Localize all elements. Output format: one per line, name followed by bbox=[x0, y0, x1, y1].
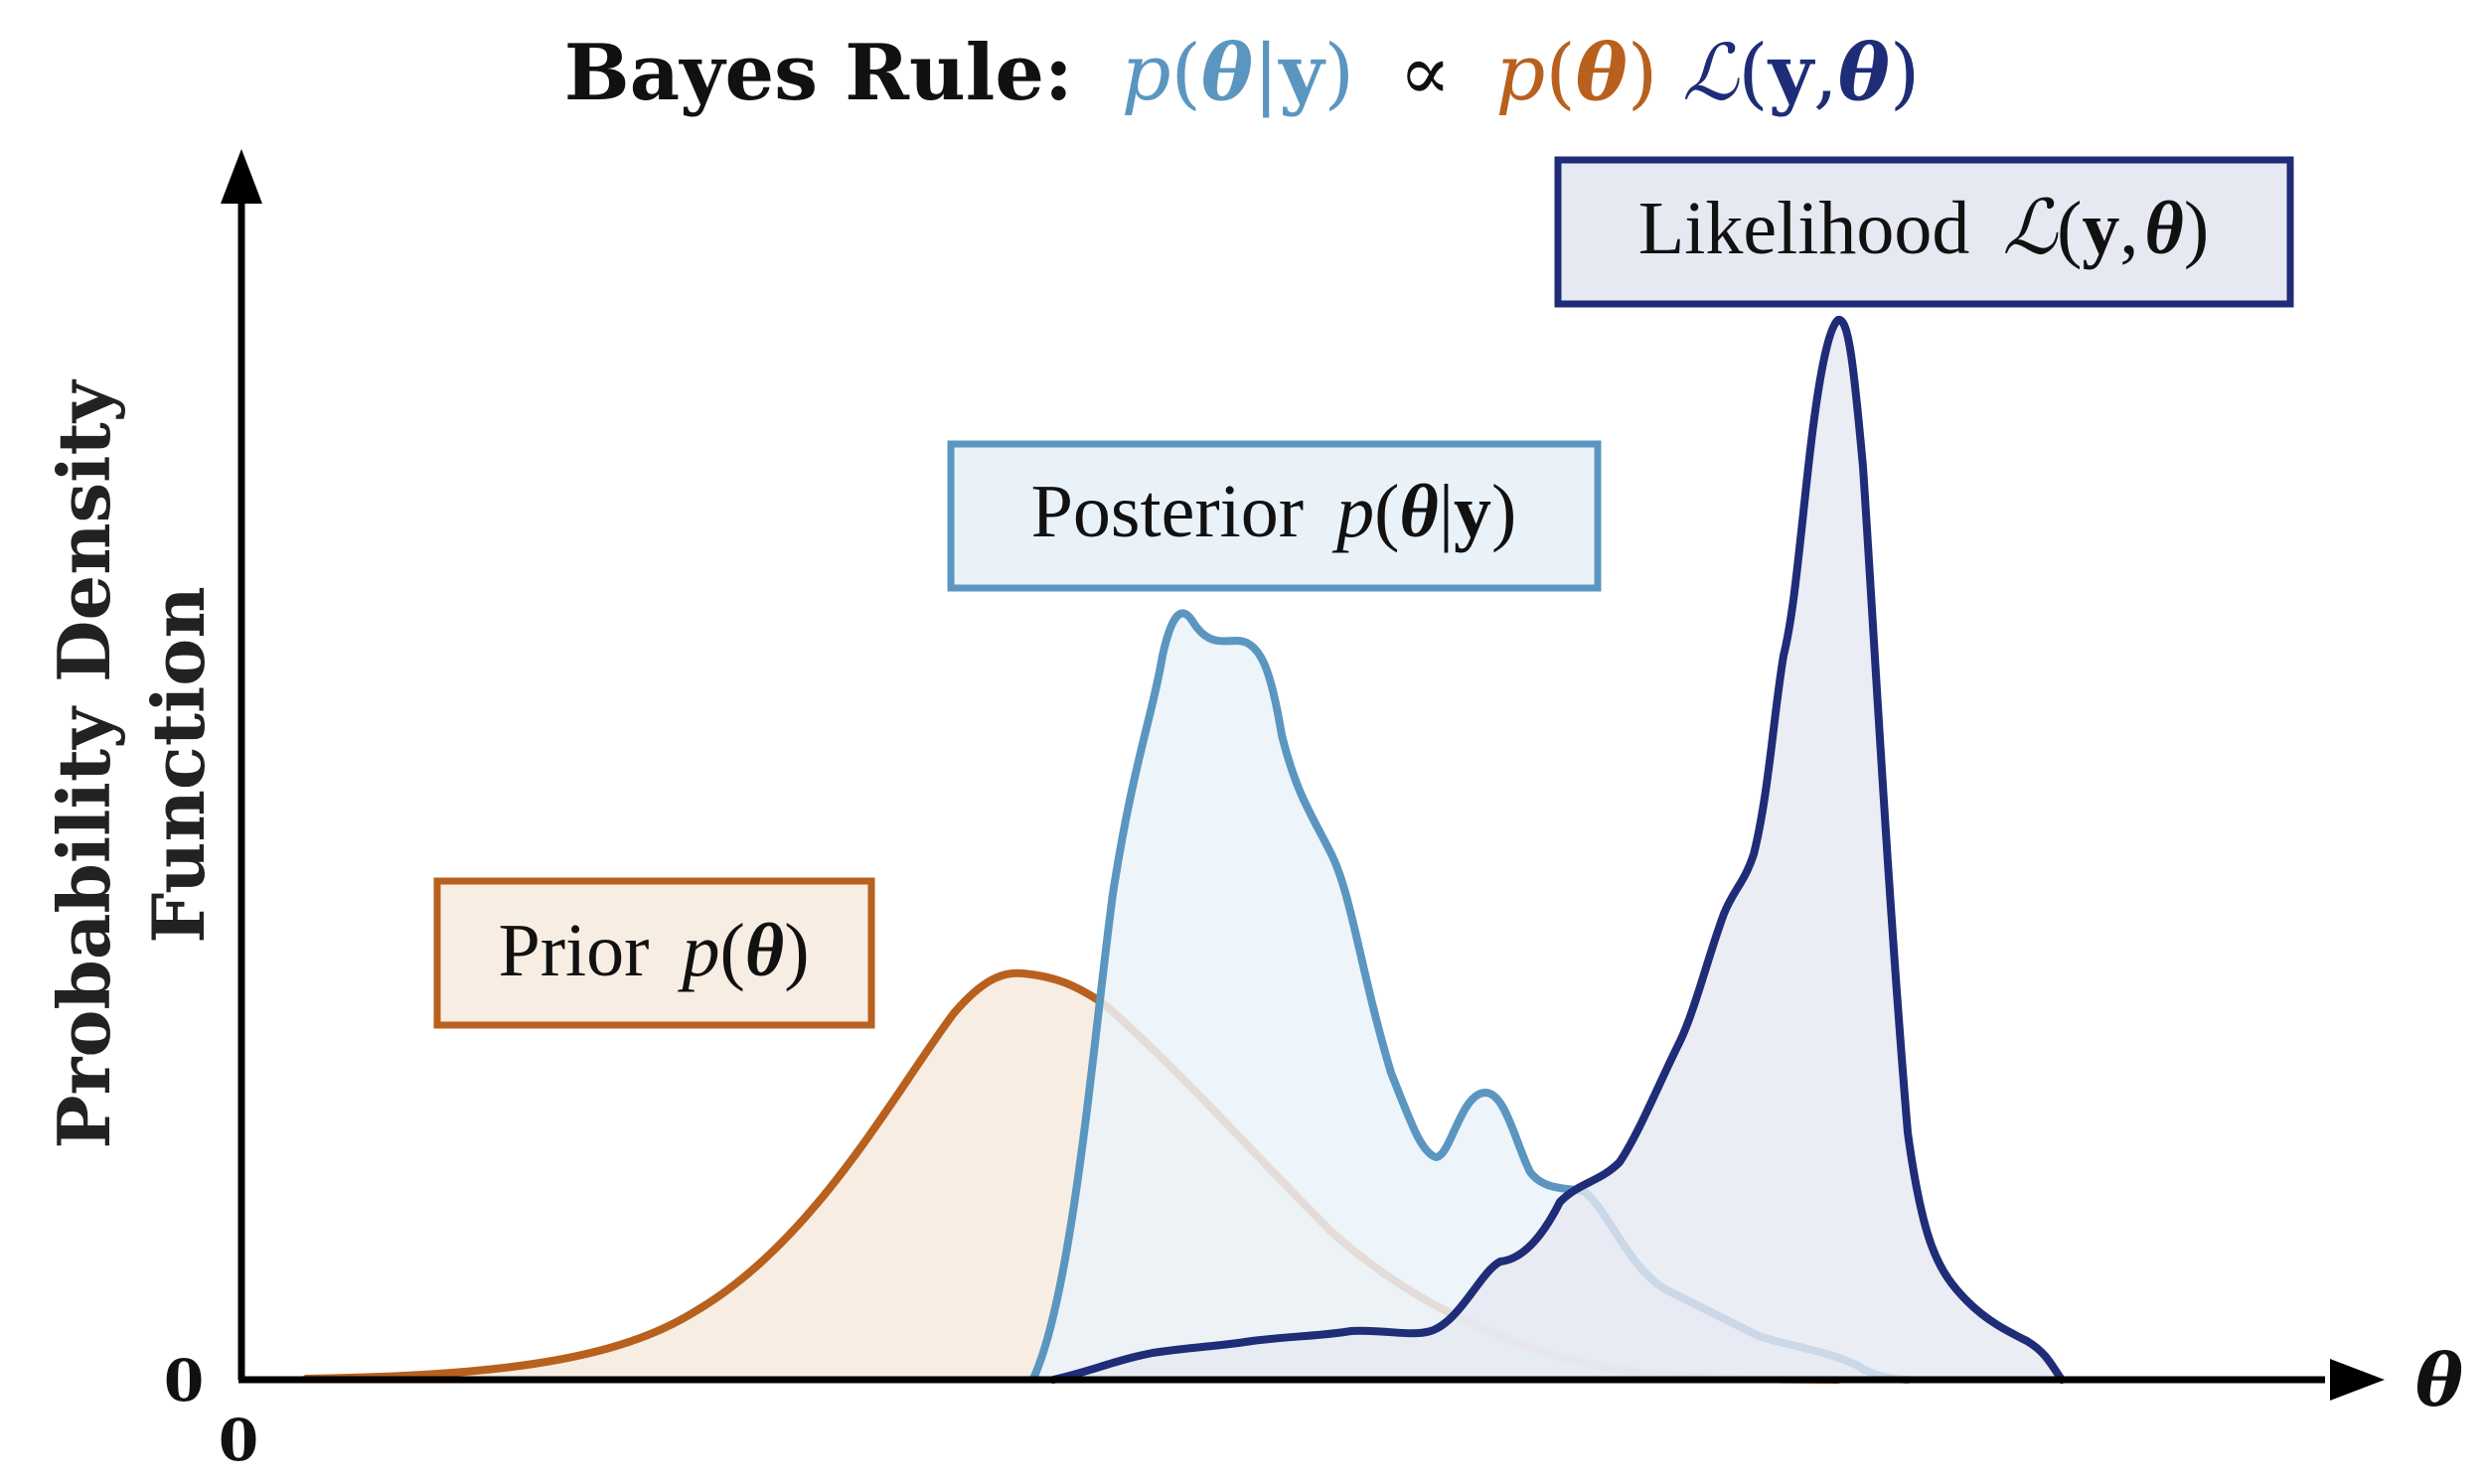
title-likelihood: ℒ(y,θ) bbox=[1682, 28, 1920, 118]
y-axis-arrowhead bbox=[221, 149, 262, 204]
x-origin-tick-label: 0 bbox=[219, 1407, 258, 1474]
x-axis-arrowhead bbox=[2330, 1359, 2385, 1401]
y-axis-label-line2: Function bbox=[136, 586, 221, 943]
figure-title: Bayes Rule: p(θ|y) ∝ p(θ) ℒ(y,θ) bbox=[564, 28, 1921, 118]
y-axis-label-line1: Probability Density bbox=[42, 378, 126, 1148]
title-prefix: Bayes Rule: bbox=[564, 28, 1073, 118]
title-prior: p(θ) bbox=[1495, 28, 1657, 118]
likelihood-label-box: Likelihood ℒ(y,θ) bbox=[1554, 156, 2294, 308]
posterior-label-text: Posterior p(θ|y) bbox=[1031, 470, 1517, 553]
y-axis-label: Probability Density Function bbox=[42, 378, 221, 1148]
prior-label-frame bbox=[433, 877, 875, 1029]
title-proportional: ∝ bbox=[1399, 29, 1452, 118]
posterior-fill bbox=[1033, 613, 1908, 1380]
prior-label-text: Prior p(θ) bbox=[498, 909, 809, 992]
posterior-label-box: Posterior p(θ|y) bbox=[947, 440, 1602, 592]
likelihood-label-frame bbox=[1554, 156, 2294, 308]
title-posterior: p(θ|y) bbox=[1122, 28, 1354, 118]
posterior-label-frame bbox=[947, 440, 1602, 592]
likelihood-curve bbox=[1049, 316, 2066, 1384]
x-axis-label: θ bbox=[2415, 1338, 2463, 1422]
prior-fill bbox=[306, 972, 1838, 1380]
likelihood-label-text: Likelihood ℒ(y,θ) bbox=[1638, 187, 2209, 270]
likelihood-fill bbox=[1053, 319, 2062, 1380]
y-origin-tick-label: 0 bbox=[164, 1347, 204, 1414]
prior-label-box: Prior p(θ) bbox=[433, 877, 875, 1029]
